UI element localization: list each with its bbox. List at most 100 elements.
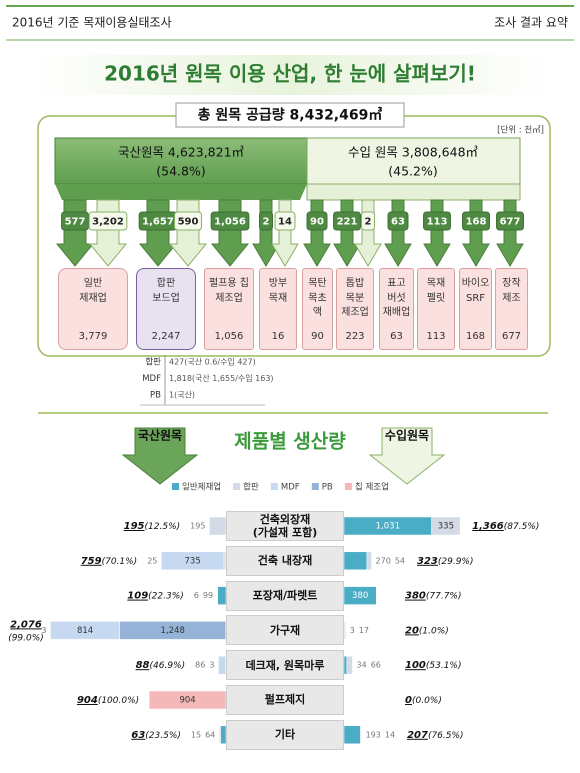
side-total-share: (46.9%) — [150, 661, 186, 671]
side-total: 759(70.1%) — [81, 556, 138, 567]
industry-total: 168 — [465, 330, 486, 342]
main-title: 2016년 원목 이용 산업, 한 눈에 살펴보기! — [104, 62, 476, 86]
side-total-share: (77.7%) — [426, 591, 462, 601]
side-total-value: 904 — [77, 695, 98, 706]
bar-segment — [344, 621, 346, 640]
import-section-arrow — [368, 427, 446, 485]
industry-box: 장작 제조 677 — [495, 268, 528, 350]
bar-value-label: 814 — [77, 626, 93, 636]
flow-value-box — [333, 211, 361, 231]
industry-name: 방부 목재 — [268, 278, 288, 304]
bar-value-label: 1,248 — [161, 626, 185, 636]
breakdown-value: 427(국산 0.6/수입 427) — [169, 357, 256, 367]
legend-label: 칩 제조업 — [355, 483, 389, 493]
legend-swatch — [172, 483, 179, 490]
flow-value-box — [306, 211, 328, 231]
bar-value-label: 64 — [205, 730, 215, 739]
bar-segment — [218, 655, 226, 675]
flow-value: 2 — [365, 217, 372, 228]
side-total-share: (12.5%) — [145, 522, 181, 532]
legend-swatch — [344, 483, 352, 490]
side-total-value: 109 — [127, 591, 148, 602]
category-label: 건축 내장재 — [226, 545, 344, 576]
flow-value-box — [88, 211, 128, 231]
bar-value-label: 904 — [179, 696, 195, 706]
bar-value-label: 195 — [190, 522, 205, 531]
legend-swatch — [270, 483, 278, 490]
flow-arrow — [168, 199, 208, 267]
industry-total: 113 — [426, 330, 446, 342]
bar-segment — [343, 551, 368, 571]
industry-total: 2,247 — [151, 330, 181, 342]
industry-name: 펄프용 칩 제조업 — [209, 278, 249, 304]
side-total: 109(22.3%) — [127, 591, 184, 602]
side-total-share: (70.1%) — [102, 556, 138, 566]
flow-value-box — [496, 211, 524, 231]
side-total: 323(29.9%) — [417, 556, 474, 567]
flow-arrow — [252, 199, 280, 267]
flow-value-box — [210, 211, 250, 231]
industry-name: 톱밥 목분 제조업 — [341, 278, 369, 318]
total-supply: 총 원목 공급량 8,432,469㎥ — [198, 107, 383, 124]
industry-box: 방부 목재 16 — [259, 268, 297, 350]
legend-swatch — [233, 483, 241, 490]
side-total-value: 88 — [136, 660, 150, 671]
industry-box: 바이오 SRF 168 — [459, 268, 492, 350]
flow-value-box — [259, 211, 273, 231]
industry-box: 펄프용 칩 제조업 1,056 — [204, 268, 254, 350]
side-total-value: 63 — [131, 730, 145, 741]
side-total-share: (29.9%) — [438, 556, 474, 566]
legend-label: 일반제재업 — [182, 482, 221, 493]
industry-name: 바이오 SRF — [461, 278, 490, 304]
bar-value-label: 14 — [385, 730, 395, 739]
domestic-share: (54.8%) — [156, 164, 205, 179]
header-title: 2016년 기준 목재이용실태조사 — [12, 16, 172, 30]
import-label: 수입 원목 3,808,648㎥ — [348, 145, 478, 160]
side-total-value: 380 — [405, 591, 426, 602]
bar-segment — [360, 725, 362, 745]
bar-segment — [343, 586, 377, 605]
industry-total: 63 — [390, 330, 403, 342]
bar-value-label: 99 — [203, 591, 213, 600]
flow-value-box — [423, 211, 451, 231]
domestic-source — [54, 137, 308, 185]
bar-value-label: 3 — [41, 626, 46, 635]
flow-value: 3,202 — [92, 217, 124, 228]
bar-value-label: 34 — [357, 661, 367, 670]
side-total: 100(53.1%) — [405, 660, 462, 671]
flow-arrow — [462, 199, 490, 267]
flow-value: 677 — [500, 217, 521, 228]
category-label: 포장재/파렛트 — [226, 580, 344, 611]
flow-arrow — [210, 199, 250, 267]
industry-name: 일반 제재업 — [79, 278, 107, 304]
industry-total: 677 — [501, 330, 522, 342]
legend-swatch — [311, 483, 319, 490]
bar-value-label: 735 — [185, 556, 201, 566]
side-total: 2,076 (99.0%) — [8, 619, 44, 643]
category-label: 건축외장재 (가설재 포함) — [226, 511, 344, 541]
flow-value-box — [61, 211, 89, 231]
breakdown-label: PB — [150, 391, 161, 401]
flow-arrow — [496, 199, 524, 267]
side-total-value: 759 — [81, 556, 102, 567]
bar-value-label: 86 — [195, 661, 205, 670]
flow-value: 1,657 — [142, 217, 174, 228]
side-total-share: (99.0%) — [8, 633, 44, 643]
industry-box: 합판 보드업 2,247 — [136, 268, 196, 350]
flow-value: 221 — [337, 217, 358, 228]
bar-segment — [219, 725, 221, 745]
flow-arrow — [88, 199, 128, 267]
flow-arrow — [271, 199, 299, 267]
breakdown-value: 1,818(국산 1,655/수입 163) — [169, 373, 274, 383]
flow-arrow — [423, 199, 451, 267]
industry-name: 목탄 목초 액 — [308, 278, 327, 318]
legend-label: 합판 — [243, 483, 259, 493]
side-total-value: 100 — [405, 660, 426, 671]
side-total: 195(12.5%) — [124, 521, 181, 532]
import-funnel — [306, 183, 521, 201]
side-total: 63(23.5%) — [131, 730, 181, 741]
flow-value: 590 — [178, 217, 199, 228]
bar-value-label: 15 — [191, 730, 201, 739]
flow-arrow — [138, 199, 178, 267]
